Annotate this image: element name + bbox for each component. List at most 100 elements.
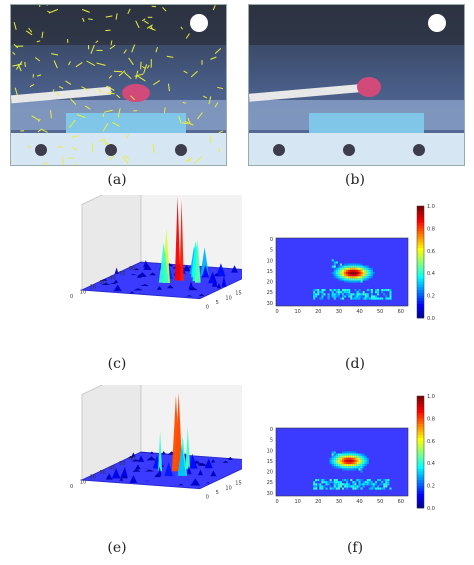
- heatmap-cell: [356, 295, 359, 298]
- heatmap-cell: [344, 267, 347, 270]
- heatmap-cell: [364, 295, 367, 298]
- heatmap-cell: [354, 267, 357, 270]
- y-tick-label: 20: [267, 280, 273, 286]
- flow-vector: [51, 53, 59, 56]
- heatmap-cell: [358, 263, 361, 266]
- heatmap-cell: [342, 468, 345, 471]
- heatmap-cell: [323, 289, 326, 292]
- heatmap-cell: [385, 481, 388, 484]
- heatmap-cell: [346, 466, 349, 469]
- heatmap-cell: [346, 274, 349, 277]
- heatmap-cell: [350, 479, 353, 482]
- heatmap-cell: [362, 481, 365, 484]
- heatmap-cell: [366, 276, 369, 279]
- heatmap-cell: [350, 468, 353, 471]
- flow-vector: [102, 122, 109, 132]
- colorbar-segment: [417, 304, 424, 308]
- heatmap-cell: [333, 464, 336, 467]
- heatmap-cell: [313, 487, 316, 490]
- heatmap-cell: [344, 274, 347, 277]
- y-tick-label: 10: [225, 485, 231, 491]
- flow-vector: [103, 140, 110, 146]
- heatmap-cell: [344, 272, 347, 275]
- colorbar-segment: [417, 452, 424, 456]
- heatmap-cell: [346, 293, 349, 296]
- heatmap-cell: [364, 464, 367, 467]
- surface-spike: [178, 483, 184, 486]
- surface-spike: [161, 451, 166, 455]
- heatmap-cell: [362, 265, 365, 268]
- heatmap-cell: [339, 297, 342, 300]
- back-pane: [140, 385, 242, 461]
- heatmap-cell: [350, 293, 353, 296]
- heatmap-cell: [348, 485, 351, 488]
- heatmap-cell: [350, 265, 353, 268]
- heatmap-cell: [385, 295, 388, 298]
- flow-vector: [14, 87, 18, 96]
- heatmap-cell: [346, 280, 349, 283]
- colorbar-segment: [417, 211, 424, 215]
- colorbar-tick-label: 1.0: [427, 204, 435, 210]
- colorbar-segment: [417, 301, 424, 305]
- heatmap-cell: [366, 483, 369, 486]
- flow-vector: [124, 72, 132, 80]
- colorbar-tick-label: 0.8: [427, 416, 435, 422]
- flow-vector: [25, 30, 33, 36]
- flow-vector: [185, 33, 190, 39]
- heatmap-cell: [333, 289, 336, 292]
- heatmap-cell: [344, 466, 347, 469]
- heatmap-cell: [337, 487, 340, 490]
- heatmap-cell: [366, 274, 369, 277]
- heatmap-cell: [360, 455, 363, 458]
- colorbar-segment: [417, 474, 424, 478]
- heatmap-cell: [315, 293, 318, 296]
- back-pane: [140, 195, 242, 271]
- heatmap-cell: [350, 455, 353, 458]
- heatmap-cell: [331, 295, 334, 298]
- heatmap-cell: [358, 455, 361, 458]
- heatmap-cell: [375, 289, 378, 292]
- surface-spike: [198, 293, 205, 297]
- heatmap-cell: [370, 295, 373, 298]
- y-tick-label: 15: [235, 291, 241, 297]
- heatmap-cell: [356, 272, 359, 275]
- colorbar-segment: [417, 281, 424, 285]
- heatmap-cell: [327, 481, 330, 484]
- flow-vector: [43, 162, 48, 165]
- surface-spike: [216, 282, 222, 289]
- flow-vector: [15, 61, 23, 70]
- colorbar-segment: [417, 306, 424, 310]
- flow-vectors: [11, 5, 224, 165]
- heatmap-cell: [356, 293, 359, 296]
- surface-spike: [210, 459, 216, 463]
- colorbar-segment: [417, 309, 424, 313]
- flow-vector: [135, 20, 140, 29]
- colorbar-segment: [417, 412, 424, 416]
- heatmap-cell: [335, 293, 338, 296]
- colorbar-segment: [417, 494, 424, 498]
- heatmap-cell: [360, 457, 363, 460]
- balance-beam: [249, 84, 360, 102]
- heatmap-cell: [344, 451, 347, 454]
- heatmap-cell: [360, 263, 363, 266]
- heatmap-cell: [346, 485, 349, 488]
- heatmap-cell: [342, 295, 345, 298]
- photo-a-optical-flow: [10, 4, 227, 166]
- heatmap-cell: [337, 295, 340, 298]
- heatmap-cell: [362, 293, 365, 296]
- flow-vector: [103, 109, 113, 113]
- flow-vector: [34, 57, 41, 62]
- heatmap-cell: [387, 481, 390, 484]
- heatmap-cell: [348, 462, 351, 465]
- heatmap-cell: [358, 464, 361, 467]
- heatmap-cell: [364, 274, 367, 277]
- heatmap-cell: [313, 297, 316, 300]
- heatmap-cell: [344, 295, 347, 298]
- heatmap-cell: [333, 276, 336, 279]
- flow-vector: [210, 56, 217, 60]
- heatmap-cell: [346, 278, 349, 281]
- heatmap-cell: [356, 291, 359, 294]
- heatmap-cell: [346, 453, 349, 456]
- y-tick-label: 0: [206, 495, 209, 501]
